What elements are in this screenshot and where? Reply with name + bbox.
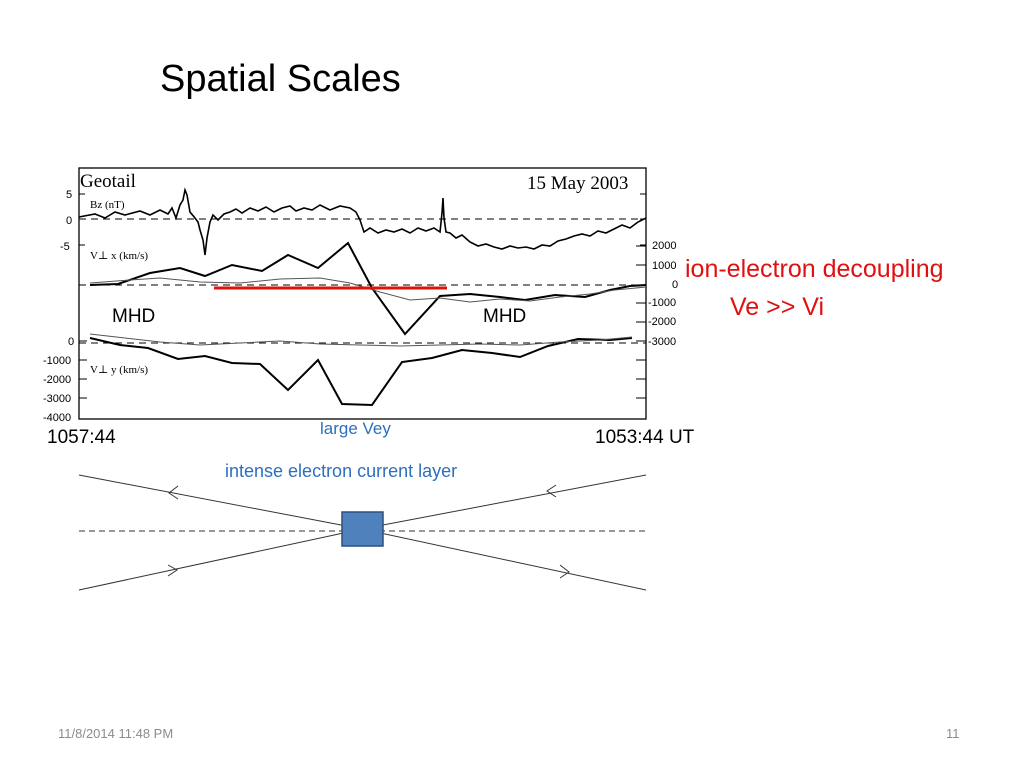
decoupling-label: ion-electron decoupling (685, 255, 944, 283)
current-layer-label: intense electron current layer (225, 461, 458, 481)
vy-ion-trace (89, 333, 633, 347)
bz-trace (78, 187, 647, 256)
plot-mission-label: Geotail (80, 171, 136, 192)
vx-tick-1000: 1000 (652, 260, 676, 272)
mhd-right-label: MHD (483, 306, 527, 327)
vx-tick-neg1000: -1000 (648, 297, 676, 309)
diffusion-region-box (341, 511, 384, 547)
bz-panel-label: Bz (nT) (90, 199, 125, 211)
vy-panel-label: V⊥ y (km/s) (90, 364, 148, 376)
vx-tick-2000: 2000 (652, 240, 676, 252)
vy-tick-0: 0 (68, 336, 74, 348)
arrow-lower-left (167, 564, 178, 577)
arrow-lower-right (559, 564, 570, 579)
time-left-label: 1057:44 (47, 427, 116, 448)
vy-tick-neg1000: -1000 (43, 355, 71, 367)
vy-tick-neg2000: -2000 (43, 374, 71, 386)
vx-panel-label: V⊥ x (km/s) (90, 250, 148, 262)
field-line-lower-right (361, 528, 647, 591)
field-line-upper-left (78, 474, 363, 530)
footer-date: 11/8/2014 11:48 PM (58, 726, 174, 741)
slide-title: Spatial Scales (160, 58, 401, 100)
plot-date-label: 15 May 2003 (527, 173, 628, 194)
mhd-left-label: MHD (112, 306, 156, 327)
vx-electron-trace (89, 277, 647, 303)
vx-tick-0: 0 (672, 279, 678, 291)
vy-tick-neg4000: -4000 (43, 412, 71, 424)
vy-electron-trace (89, 337, 633, 407)
bz-tick-0: 0 (66, 215, 72, 227)
plot-frame (78, 167, 647, 420)
vy-tick-neg3000: -3000 (43, 393, 71, 405)
ve-vi-label: Ve >> Vi (730, 293, 825, 321)
time-right-label: 1053:44 UT (595, 427, 695, 448)
bz-tick-neg5: -5 (60, 241, 70, 253)
large-vey-label: large Vey (320, 419, 391, 438)
page-number: 11 (946, 726, 960, 741)
field-line-lower-left (78, 528, 363, 591)
bz-tick-5: 5 (66, 189, 72, 201)
field-line-upper-right (361, 474, 647, 530)
vx-tick-neg3000: -3000 (648, 336, 676, 348)
arrow-upper-right (546, 484, 557, 498)
arrow-upper-left (168, 485, 179, 500)
vx-tick-neg2000: -2000 (648, 316, 676, 328)
